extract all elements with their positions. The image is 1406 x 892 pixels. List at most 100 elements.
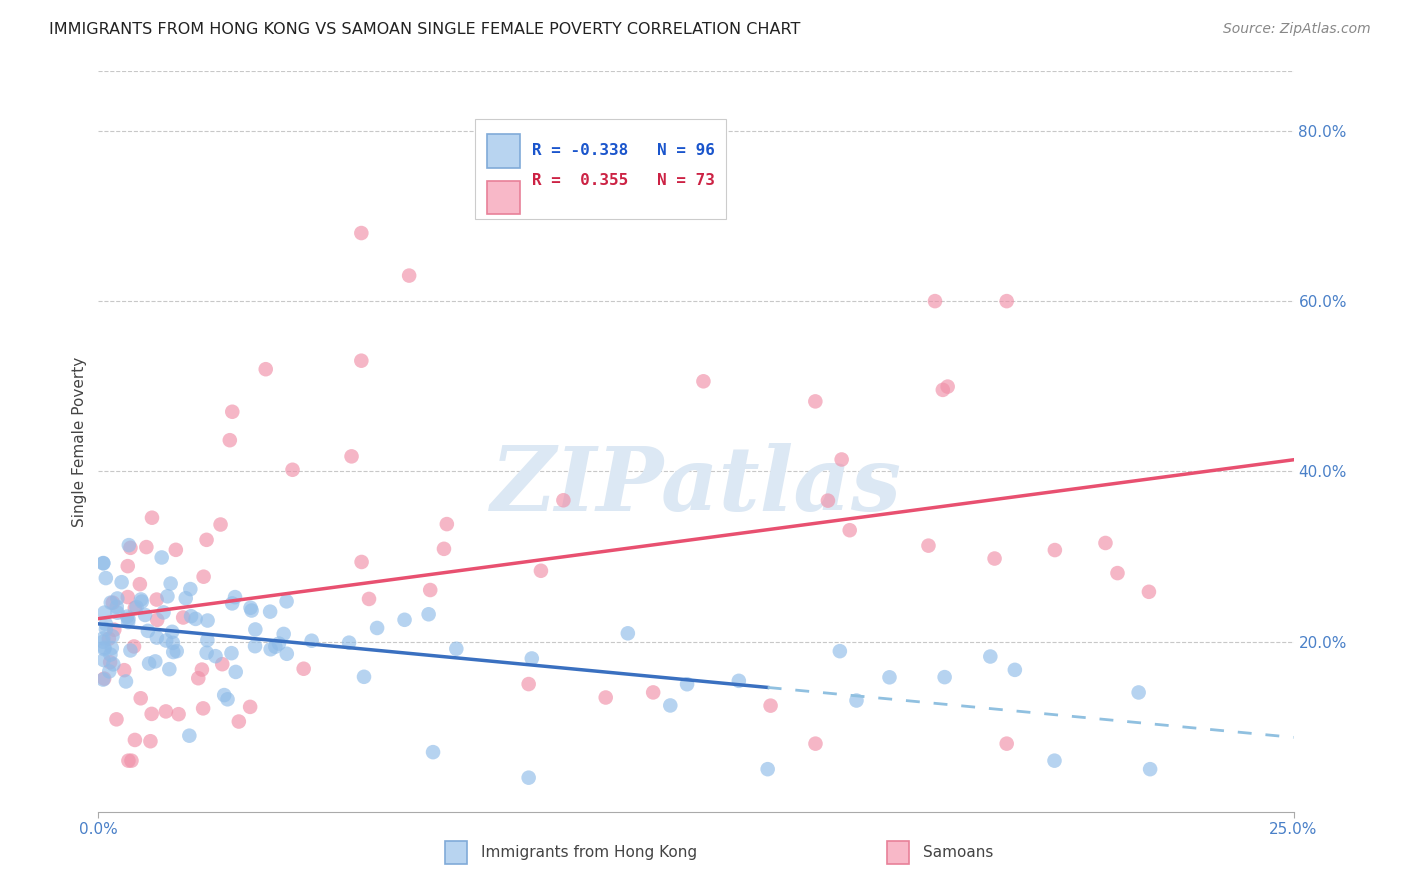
Point [419,582,441,597]
Point [350,555,373,569]
Point [353,670,375,684]
Point [129,592,152,607]
Point [145,592,167,607]
Point [292,662,315,676]
Point [93,640,115,655]
Point [134,607,156,622]
Point [94,622,117,636]
Point [156,590,179,604]
Point [195,646,218,660]
Point [436,517,458,532]
Point [934,670,956,684]
Point [520,651,543,665]
Point [146,631,169,645]
Point [917,539,939,553]
Point [118,538,141,552]
Point [260,642,283,657]
Point [422,745,444,759]
Point [804,737,827,751]
Point [157,662,180,676]
Point [936,379,959,393]
Point [129,691,152,706]
Point [1139,762,1161,776]
Point [150,550,173,565]
Point [101,596,124,610]
Point [659,698,682,713]
Point [91,557,114,571]
Point [301,633,323,648]
Point [155,705,177,719]
Point [617,626,640,640]
Point [117,590,139,604]
Point [1043,754,1066,768]
Point [115,609,138,624]
Point [276,647,298,661]
Point [879,670,901,684]
Point [105,599,128,614]
FancyBboxPatch shape [486,135,520,168]
Point [160,624,183,639]
Point [135,540,157,554]
Point [209,517,232,532]
Point [595,690,617,705]
Point [221,596,243,610]
Point [243,639,266,653]
Point [124,601,146,615]
Point [93,606,115,620]
Point [105,712,128,726]
Point [117,615,139,629]
Point [120,541,142,555]
Point [676,677,699,691]
Point [122,640,145,654]
Point [165,542,187,557]
Point [100,596,122,610]
Point [195,533,218,547]
FancyBboxPatch shape [486,180,520,214]
Point [93,642,115,657]
Point [91,673,114,687]
Point [103,657,125,672]
Point [162,645,184,659]
Text: R = -0.338   N = 96: R = -0.338 N = 96 [533,144,716,159]
Point [115,674,138,689]
FancyBboxPatch shape [446,841,467,863]
Point [197,614,219,628]
Point [1043,543,1066,558]
Point [1107,566,1129,580]
Point [979,649,1001,664]
Point [276,594,298,608]
Point [759,698,782,713]
Point [217,692,239,706]
Point [139,734,162,748]
Point [1004,663,1026,677]
Point [517,677,540,691]
Y-axis label: Single Female Poverty: Single Female Poverty [72,357,87,526]
Point [995,737,1018,751]
Point [121,754,143,768]
Point [155,633,177,648]
Point [141,510,163,524]
Point [191,663,214,677]
Point [267,637,290,651]
Point [167,707,190,722]
Point [98,655,121,669]
Point [340,450,363,464]
Point [264,640,287,654]
Point [93,653,115,667]
Point [98,665,121,679]
Point [831,452,853,467]
Point [100,648,122,662]
Point [204,649,226,664]
Text: Immigrants from Hong Kong: Immigrants from Hong Kong [481,845,697,860]
Point [366,621,388,635]
Point [845,693,868,707]
Point [128,577,150,591]
Point [281,463,304,477]
Point [350,353,373,368]
Point [224,590,246,604]
Point [120,643,142,657]
Point [239,600,262,615]
Text: Source: ZipAtlas.com: Source: ZipAtlas.com [1223,22,1371,37]
Point [756,762,779,776]
Point [91,634,114,648]
